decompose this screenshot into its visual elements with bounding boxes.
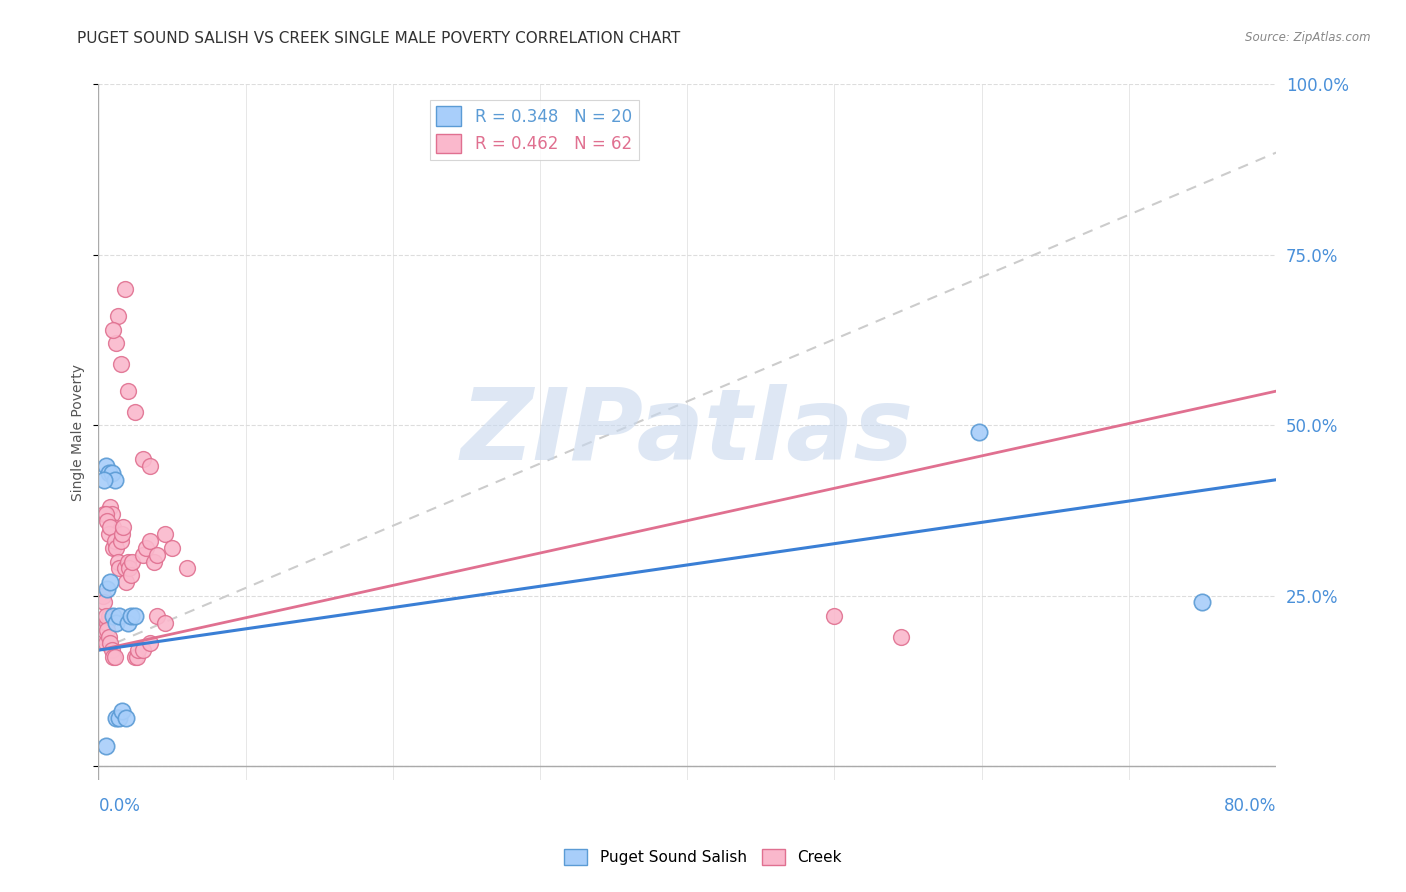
Point <box>118 561 141 575</box>
Point <box>176 561 198 575</box>
Point <box>100 507 122 521</box>
Point <box>108 561 131 575</box>
Point <box>1191 595 1213 609</box>
Point <box>91 630 114 644</box>
Point <box>93 595 115 609</box>
Point <box>97 630 120 644</box>
Point <box>153 615 176 630</box>
Point <box>131 643 153 657</box>
Point <box>107 309 129 323</box>
Point <box>91 589 114 603</box>
Point <box>101 650 124 665</box>
Point <box>139 636 162 650</box>
Point <box>124 650 146 665</box>
Point <box>96 582 118 596</box>
Point <box>105 541 128 555</box>
Point <box>104 534 127 549</box>
Point <box>117 384 139 399</box>
Point <box>115 574 138 589</box>
Point <box>108 711 131 725</box>
Point <box>100 466 122 480</box>
Point <box>115 711 138 725</box>
Point <box>153 527 176 541</box>
Point <box>101 541 124 555</box>
Point <box>96 514 118 528</box>
Point <box>125 650 148 665</box>
Point <box>135 541 157 555</box>
Point <box>124 609 146 624</box>
Point <box>104 473 127 487</box>
Point <box>114 282 136 296</box>
Point <box>105 711 128 725</box>
Point <box>94 507 117 521</box>
Text: 80.0%: 80.0% <box>1223 797 1277 815</box>
Point <box>120 609 142 624</box>
Point <box>121 555 143 569</box>
Point <box>110 534 132 549</box>
Point <box>139 534 162 549</box>
Point <box>108 609 131 624</box>
Point <box>94 459 117 474</box>
Point <box>100 643 122 657</box>
Y-axis label: Single Male Poverty: Single Male Poverty <box>72 364 86 500</box>
Point <box>97 466 120 480</box>
Text: ZIPatlas: ZIPatlas <box>461 384 914 481</box>
Point <box>107 555 129 569</box>
Point <box>139 459 162 474</box>
Point <box>97 609 120 624</box>
Point <box>112 520 135 534</box>
Text: Source: ZipAtlas.com: Source: ZipAtlas.com <box>1246 31 1371 45</box>
Point <box>111 705 134 719</box>
Point <box>96 615 118 630</box>
Point <box>94 739 117 753</box>
Point <box>101 520 124 534</box>
Point <box>143 555 166 569</box>
Point <box>94 636 117 650</box>
Text: 0.0%: 0.0% <box>98 797 141 815</box>
Text: PUGET SOUND SALISH VS CREEK SINGLE MALE POVERTY CORRELATION CHART: PUGET SOUND SALISH VS CREEK SINGLE MALE … <box>77 31 681 46</box>
Point <box>93 473 115 487</box>
Point <box>93 507 115 521</box>
Point <box>105 336 128 351</box>
Point <box>131 548 153 562</box>
Point <box>146 548 169 562</box>
Point <box>890 630 912 644</box>
Point <box>94 609 117 624</box>
Point <box>98 574 121 589</box>
Point <box>111 527 134 541</box>
Point <box>97 527 120 541</box>
Point <box>127 643 149 657</box>
Legend: Puget Sound Salish, Creek: Puget Sound Salish, Creek <box>558 843 848 871</box>
Point <box>117 555 139 569</box>
Point <box>146 609 169 624</box>
Point <box>98 636 121 650</box>
Point <box>114 561 136 575</box>
Point <box>96 623 118 637</box>
Point <box>117 615 139 630</box>
Point <box>98 500 121 514</box>
Point <box>104 650 127 665</box>
Legend: R = 0.348   N = 20, R = 0.462   N = 62: R = 0.348 N = 20, R = 0.462 N = 62 <box>430 100 638 160</box>
Point <box>824 609 846 624</box>
Point <box>131 452 153 467</box>
Point <box>120 568 142 582</box>
Point <box>967 425 990 439</box>
Point <box>105 615 128 630</box>
Point <box>101 323 124 337</box>
Point <box>98 520 121 534</box>
Point <box>93 623 115 637</box>
Point <box>160 541 183 555</box>
Point <box>101 609 124 624</box>
Point <box>110 357 132 371</box>
Point <box>124 404 146 418</box>
